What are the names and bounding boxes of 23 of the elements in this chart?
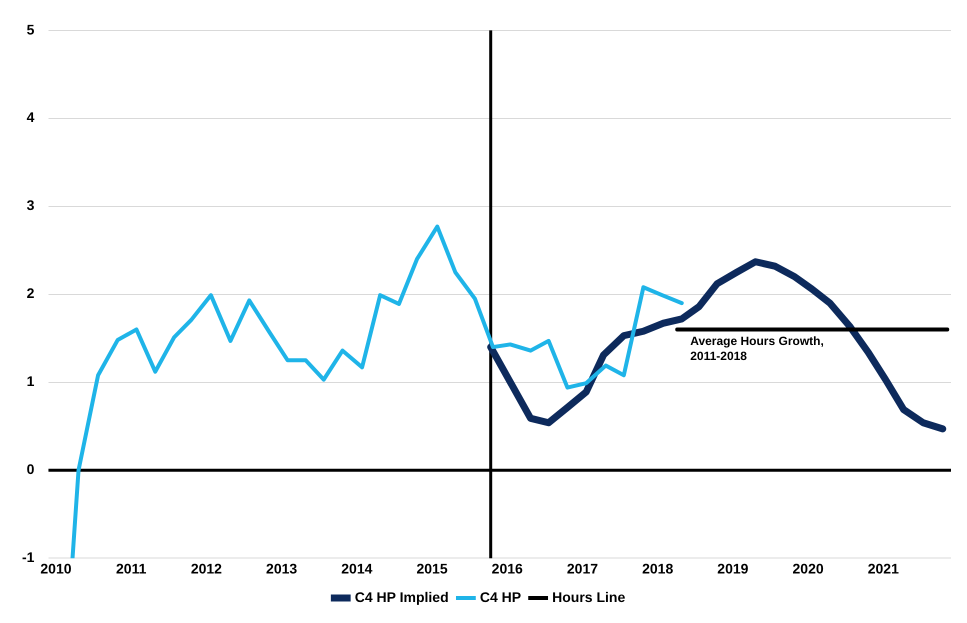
y-tick-label: 4: [26, 109, 35, 126]
y-tick-label: -1: [22, 549, 35, 566]
legend-label: C4 HP: [480, 588, 522, 605]
x-tick-label: 2015: [416, 560, 448, 576]
x-tick-label: 2021: [868, 560, 900, 576]
x-tick-label: 2010: [40, 560, 72, 576]
y-tick-label: 5: [26, 21, 35, 38]
annotation: Average Hours Growth, 2011-2018: [690, 334, 824, 363]
y-tick-label: 1: [26, 373, 35, 390]
y-tick-label: 3: [26, 197, 35, 214]
x-tick-label: 2013: [266, 560, 298, 576]
x-tick-label: 2011: [116, 560, 147, 576]
legend-label: Hours Line: [552, 588, 626, 605]
x-tick-label: 2019: [717, 560, 749, 576]
legend-label: C4 HP Implied: [354, 588, 449, 605]
x-tick-label: 2014: [341, 560, 373, 576]
x-tick-label: 2018: [642, 560, 674, 576]
x-tick-label: 2020: [792, 560, 824, 576]
x-tick-label: 2016: [492, 560, 524, 576]
y-tick-label: 2: [26, 285, 35, 302]
x-tick-label: 2012: [190, 560, 222, 576]
x-tick-label: 2017: [566, 560, 598, 576]
y-tick-label: 0: [26, 461, 35, 478]
